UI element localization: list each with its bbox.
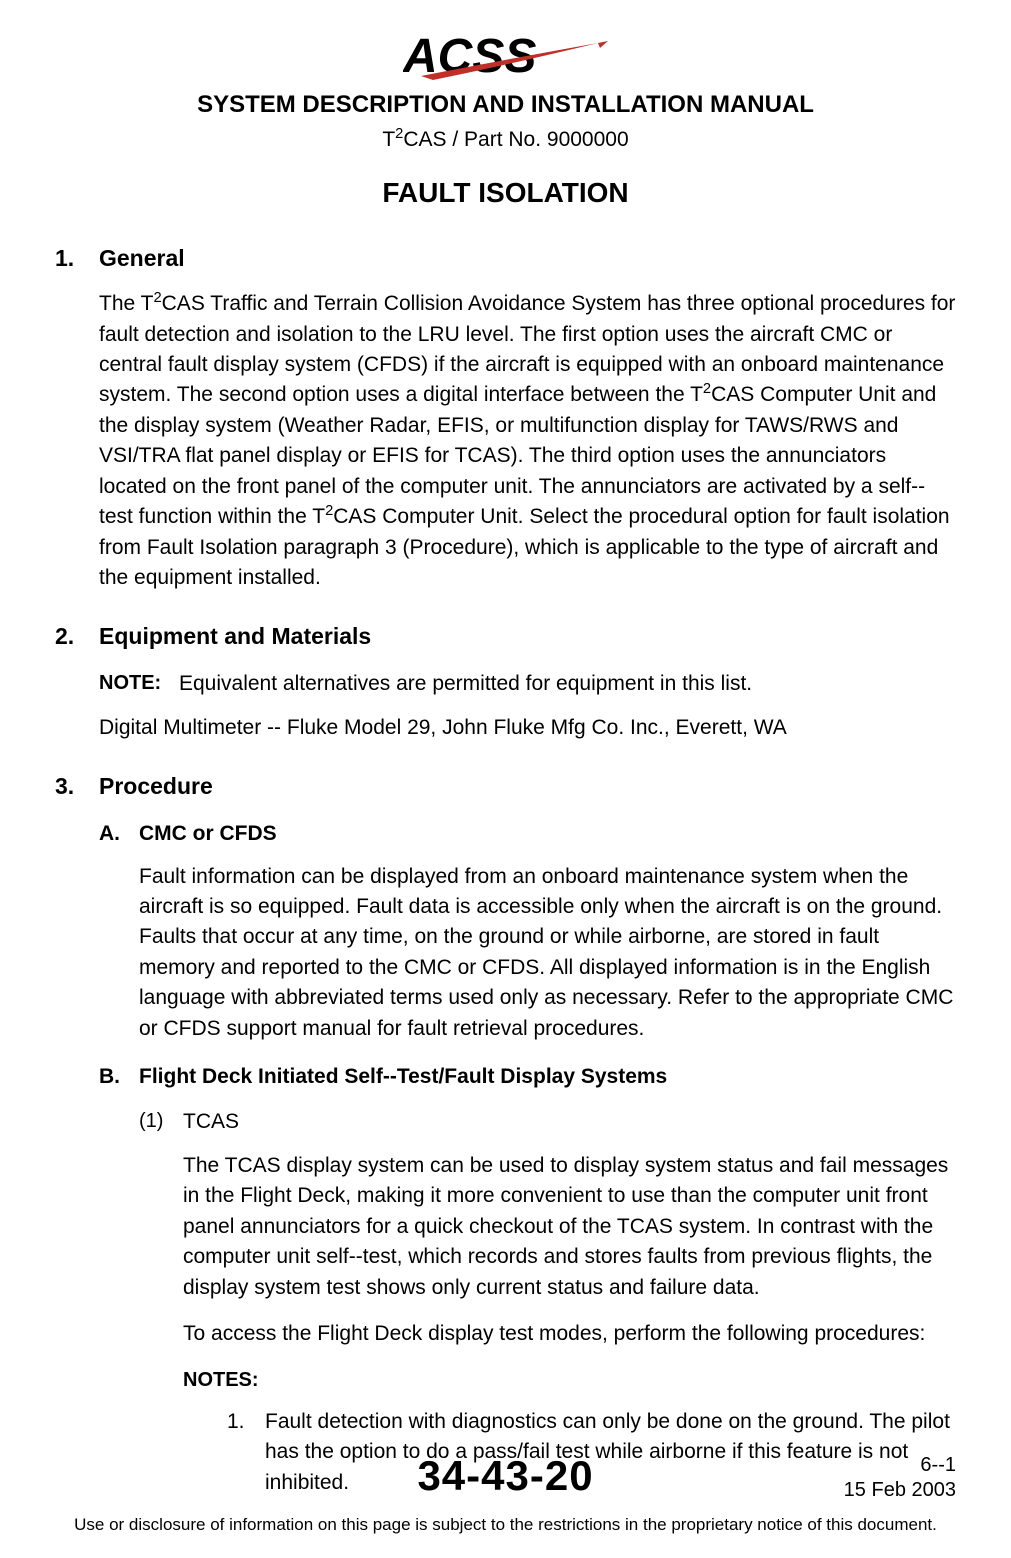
note-label: NOTE:: [99, 669, 179, 699]
section-title: FAULT ISOLATION: [55, 173, 956, 214]
section-1-body: The T2CAS Traffic and Terrain Collision …: [99, 289, 956, 593]
section-heading: Equipment and Materials: [99, 620, 371, 653]
equipment-line: Digital Multimeter -- Fluke Model 29, Jo…: [99, 713, 956, 743]
page-number: 6--1: [844, 1453, 956, 1478]
section-3a-body: Fault information can be displayed from …: [139, 862, 956, 1045]
sub-heading: Flight Deck Initiated Self--Test/Fault D…: [139, 1062, 667, 1092]
svg-text:ACSS: ACSS: [403, 30, 536, 83]
page-date: 15 Feb 2003: [844, 1478, 956, 1503]
section-1: 1. General: [55, 242, 956, 275]
page-header: ACSS SYSTEM DESCRIPTION AND INSTALLATION…: [55, 30, 956, 214]
sub-heading: CMC or CFDS: [139, 819, 277, 849]
subsub-heading: TCAS: [183, 1107, 239, 1137]
section-3: 3. Procedure: [55, 770, 956, 803]
section-number: 1.: [55, 242, 99, 275]
page-footer: 34-43-20 6--1 15 Feb 2003 Use or disclos…: [55, 1447, 956, 1538]
document-number: 34-43-20: [417, 1446, 593, 1507]
section-2: 2. Equipment and Materials: [55, 620, 956, 653]
section-3b: B. Flight Deck Initiated Self--Test/Faul…: [99, 1062, 956, 1092]
notes-label: NOTES:: [183, 1366, 956, 1395]
section-number: 3.: [55, 770, 99, 803]
section-2-note: NOTE: Equivalent alternatives are permit…: [99, 669, 956, 699]
section-heading: General: [99, 242, 185, 275]
sub-letter: A.: [99, 819, 139, 849]
section-3a: A. CMC or CFDS: [99, 819, 956, 849]
subsub-number: (1): [139, 1107, 183, 1137]
page-info: 6--1 15 Feb 2003: [844, 1453, 956, 1503]
section-3b-1-p2: To access the Flight Deck display test m…: [183, 1319, 956, 1349]
content-body: 1. General The T2CAS Traffic and Terrain…: [55, 242, 956, 1498]
sub-letter: B.: [99, 1062, 139, 1092]
part-number: T2CAS / Part No. 9000000: [55, 125, 956, 155]
acss-logo: ACSS: [403, 30, 608, 84]
section-heading: Procedure: [99, 770, 213, 803]
section-3b-1-p1: The TCAS display system can be used to d…: [183, 1151, 956, 1303]
section-number: 2.: [55, 620, 99, 653]
note-text: Equivalent alternatives are permitted fo…: [179, 669, 752, 699]
disclaimer: Use or disclosure of information on this…: [55, 1513, 956, 1538]
manual-title: SYSTEM DESCRIPTION AND INSTALLATION MANU…: [55, 88, 956, 123]
section-3b-1: (1) TCAS: [139, 1107, 956, 1137]
